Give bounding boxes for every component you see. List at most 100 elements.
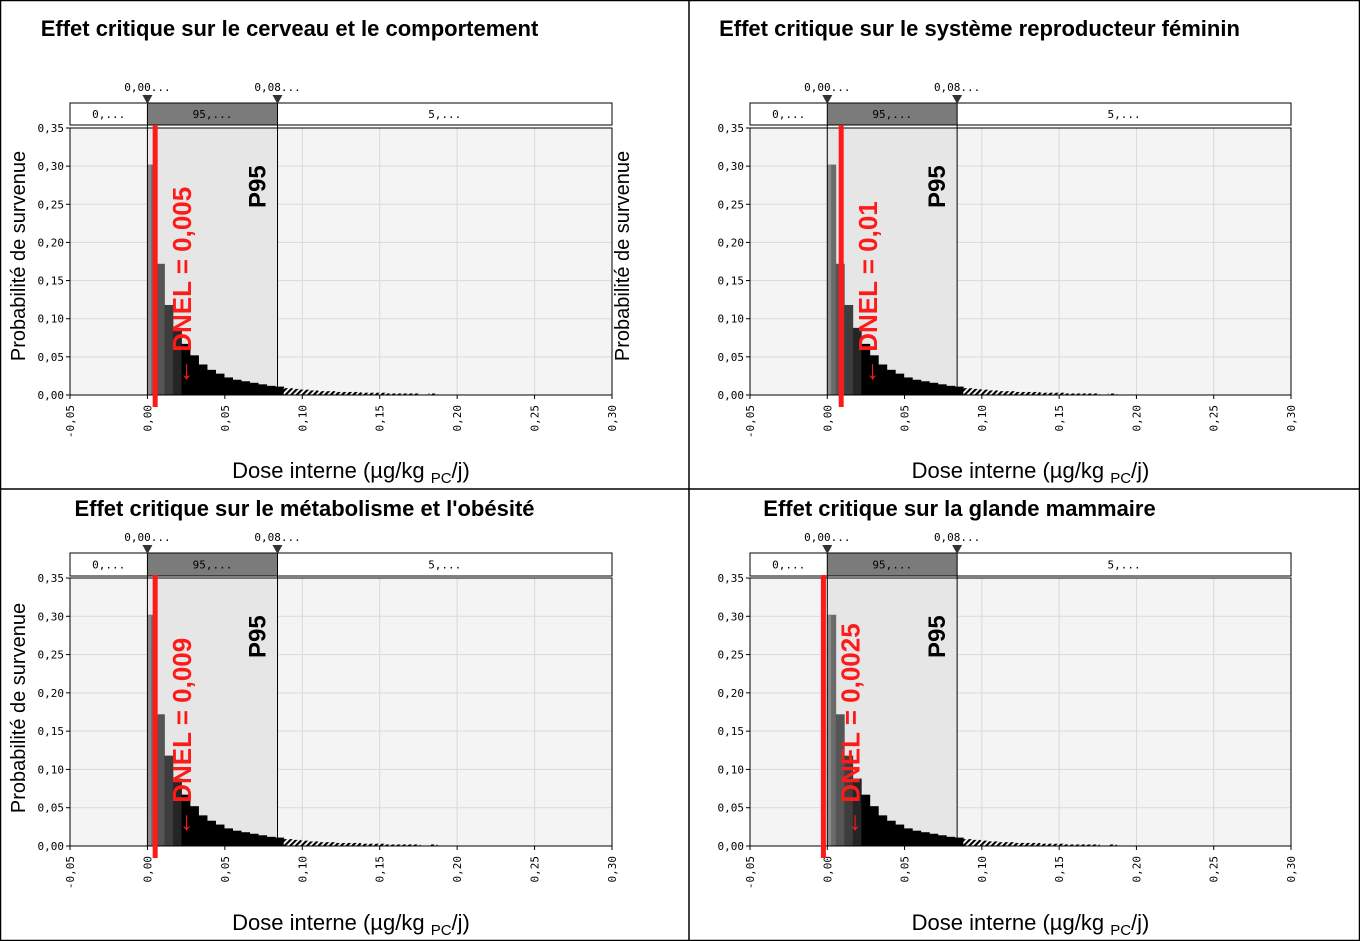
histogram-bar: [402, 844, 412, 846]
x-tick-label: 0,00: [821, 405, 834, 432]
plot-frame: [69, 577, 613, 847]
x-tick-label: 0,10: [976, 405, 989, 432]
x-axis-label: Dose interne (µg/kg PC/j): [912, 910, 1150, 939]
histogram-bar: [155, 263, 165, 395]
y-tick-label: 0,30: [38, 160, 65, 173]
histogram-bar: [283, 839, 293, 846]
dnel-label-text: DNEL = 0,009: [167, 638, 197, 803]
histogram-bar: [861, 343, 871, 395]
histogram-bar: [1039, 392, 1049, 395]
histogram-bar: [164, 755, 174, 846]
histogram-bar: [1107, 844, 1117, 846]
histogram-bar: [351, 842, 361, 846]
y-tick-label: 0,15: [718, 275, 745, 288]
chart-svg: 0,... 95,... 5,... 0,00... 0,08... 0,00 0,05 0,…: [8, 81, 619, 487]
y-tick-label: 0,15: [718, 725, 745, 738]
marker-triangle: [952, 95, 963, 104]
dnel-label-text: DNEL = 0,005: [167, 187, 197, 352]
histogram-bar: [1005, 391, 1015, 395]
histogram-bar: [360, 392, 370, 395]
plot-frame: [749, 127, 1292, 396]
y-axis-label: Probabilité de survenue: [8, 603, 30, 813]
y-tick-label: 0,35: [38, 572, 65, 585]
y-tick-label: 0,20: [718, 687, 745, 700]
x-axis-label-sub: PC: [1110, 470, 1131, 487]
x-tick-label: 0,05: [899, 856, 912, 883]
histogram-bar: [929, 382, 939, 395]
histogram-bar: [869, 355, 879, 395]
histogram-bar: [1039, 843, 1049, 846]
histogram-bar: [954, 837, 964, 846]
histogram-bar-highlight: [147, 164, 152, 395]
x-axis-label-sub: PC: [1110, 922, 1131, 939]
x-tick-label: -0,05: [744, 405, 757, 438]
y-tick-label: 0,30: [718, 160, 745, 173]
y-tick-label: 0,30: [38, 610, 65, 623]
y-tick-label: 0,25: [38, 649, 65, 662]
histogram-bar: [351, 391, 361, 395]
dnel-label-text: DNEL = 0,0025: [835, 623, 865, 802]
y-axis-label: Probabilité de survenue: [612, 151, 634, 361]
x-tick-label: 0,05: [219, 405, 232, 432]
dnel-arrow-glyph: ←: [167, 803, 197, 836]
histogram-bar: [835, 714, 845, 846]
histogram-bar: [334, 391, 344, 395]
marker-label: 0,00...: [124, 81, 170, 94]
band-label-center: 95,...: [193, 559, 233, 572]
histogram-bar: [844, 304, 854, 395]
x-axis-label: Dose interne (µg/kg PC/j): [232, 458, 470, 487]
x-tick-label: -0,05: [64, 405, 77, 438]
dnel-arrow-glyph: ←: [853, 352, 883, 385]
band-label-center: 95,...: [872, 559, 912, 572]
dnel-arrow-glyph: ←: [167, 352, 197, 385]
histogram-bar: [224, 828, 233, 846]
histogram-bar: [224, 377, 233, 395]
marker-label: 0,08...: [254, 81, 300, 94]
marker-label: 0,08...: [934, 531, 980, 544]
chart-title: Effet critique sur le cerveau et le comp…: [40, 16, 539, 41]
histogram-bar: [198, 364, 208, 395]
histogram-bar: [1082, 393, 1092, 395]
histogram-bar: [241, 381, 251, 395]
y-tick-label: 0,10: [38, 763, 65, 776]
marker-label: 0,00...: [804, 81, 850, 94]
histogram-bar: [155, 714, 165, 846]
x-tick-label: 0,30: [606, 856, 619, 883]
histogram-bar: [971, 388, 981, 395]
dnel-arrow-glyph: ←: [835, 803, 865, 836]
x-axis-label-sub: PC: [431, 922, 452, 939]
p95-label: P95: [245, 615, 272, 658]
y-axis-label: Probabilité de survenue: [8, 151, 30, 361]
x-tick-label: 0,00: [141, 856, 154, 883]
histogram-bar: [1048, 843, 1058, 846]
dnel-label-text: DNEL = 0,01: [853, 201, 883, 352]
histogram-bar: [232, 379, 242, 395]
chart-svg: 0,... 95,... 5,... 0,00... 0,08... 0,00 0,05 0,…: [8, 531, 619, 939]
marker-label: 0,08...: [254, 531, 300, 544]
histogram-bar: [190, 355, 199, 395]
marker-triangle: [952, 545, 963, 554]
histogram-bar: [283, 388, 293, 395]
histogram-bar: [368, 392, 378, 395]
histogram-bar: [963, 839, 973, 846]
histogram-bar: [878, 364, 888, 395]
histogram-bar: [292, 839, 302, 846]
histogram-bar: [988, 841, 998, 846]
histogram-bar: [929, 833, 939, 846]
probability-band-center: [826, 552, 958, 577]
histogram-bar: [1090, 844, 1100, 846]
histogram-bar: [300, 840, 310, 846]
y-tick-label: 0,05: [718, 351, 745, 364]
chart-panel-metabolism: Effet critique sur le métabolisme et l'o…: [0, 450, 689, 941]
histogram-bar: [164, 304, 174, 395]
histogram-bar: [886, 369, 896, 395]
histogram-bar-highlight: [827, 164, 832, 395]
marker-label: 0,00...: [804, 531, 850, 544]
probability-band-center: [146, 102, 279, 126]
x-tick-label: 0,30: [1285, 856, 1298, 883]
y-tick-label: 0,35: [718, 122, 745, 135]
band-label-left: 0,...: [772, 108, 805, 121]
histogram-bar: [428, 844, 438, 846]
histogram-bar: [1073, 393, 1083, 395]
y-tick-label: 0,20: [38, 236, 65, 249]
